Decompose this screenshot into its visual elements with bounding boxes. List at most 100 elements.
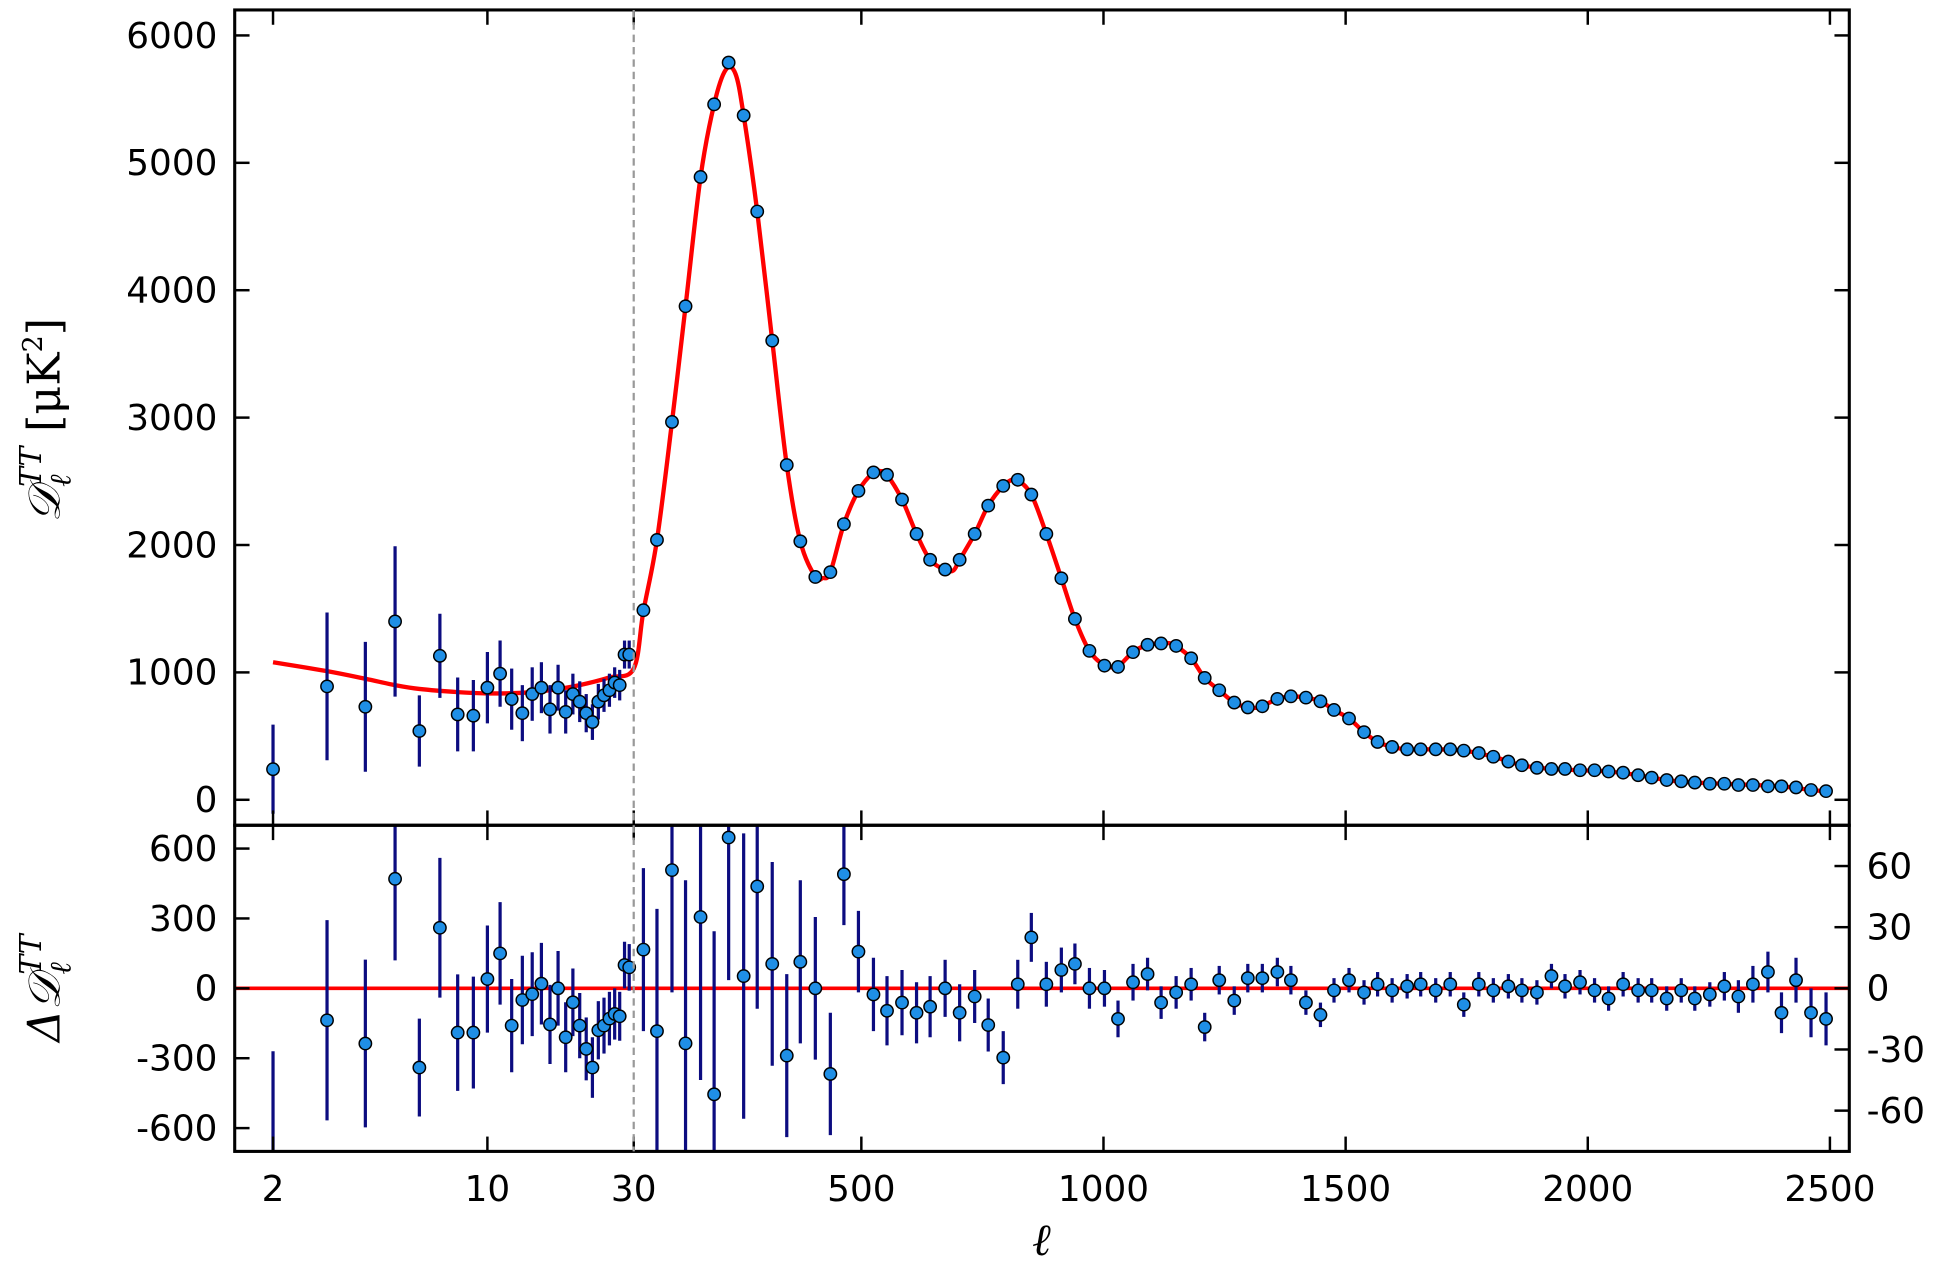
label-sub: ℓ [42,474,77,487]
x-tick-label: 2500 [1784,1169,1875,1210]
data-point [765,956,780,971]
data-point [693,910,708,924]
data-point [1587,763,1602,778]
data-point [665,415,679,429]
data-point [1283,973,1298,988]
data-point [358,699,373,714]
data-point [650,532,664,547]
data-point [1530,985,1544,1000]
data-point [1486,983,1501,998]
data-point [1240,700,1255,715]
data-point [572,694,587,709]
data-point [612,678,627,693]
data-point [793,954,808,969]
data-point [551,981,565,996]
data-point [1659,773,1674,787]
data-point [1413,977,1428,992]
data-point [515,706,530,721]
data-point [1054,571,1069,586]
data-point [836,517,851,532]
data-point [1789,780,1803,795]
data-point [1400,979,1415,994]
data-point [1227,695,1242,710]
data-point [895,492,909,507]
data-point [736,969,751,984]
data-point [622,960,637,975]
data-point [1212,973,1227,988]
data-point [678,1036,693,1051]
data-point [579,1041,594,1056]
data-point [895,995,909,1010]
x-label: ℓ [1032,1215,1051,1266]
data-point [665,863,679,878]
data-point [1370,735,1385,749]
data-point [1687,775,1702,790]
data-point [1544,762,1559,776]
data-point [1616,765,1631,780]
data-point [1342,711,1356,726]
data-point [1169,985,1184,1000]
data-point [493,946,508,961]
data-point [1702,987,1717,1002]
data-point [1486,749,1501,764]
data-point [1154,995,1169,1010]
data-point [585,1060,600,1075]
data-point [707,97,722,112]
data-point [1111,660,1125,674]
y-tick-label: 1000 [126,653,217,694]
data-point [1428,742,1443,757]
data-point [1010,977,1025,992]
data-point [1327,983,1341,998]
data-point [1126,975,1140,990]
data-point [823,1067,838,1081]
y-tick-label: 600 [149,829,217,870]
data-point [432,920,447,935]
data-point [1197,1020,1212,1034]
data-point [1227,993,1242,1008]
data-point [1456,743,1471,758]
data-point [923,999,938,1014]
data-point [1774,779,1789,794]
data-point [866,987,881,1002]
data-point [808,570,823,584]
bottom-plot-area [234,825,1850,1152]
data-point [432,648,447,663]
data-point [1804,1005,1818,1020]
data-point [779,1048,794,1063]
data-point [1674,774,1689,789]
data-point [504,1018,519,1033]
data-point [909,1005,924,1020]
y-tick-label: 5000 [126,143,217,184]
data-point [1702,776,1717,791]
data-point [1514,758,1529,773]
data-point [851,944,866,959]
data-point [1097,981,1112,996]
data-point [1270,965,1285,979]
data-point [412,724,427,738]
data-point [480,972,495,986]
data-point [525,987,540,1002]
data-point [1024,487,1039,502]
y-tick-label: 2000 [126,525,217,566]
x-tick-label: 500 [827,1169,895,1210]
data-point [823,565,838,580]
data-point [1731,989,1746,1004]
data-point [1082,643,1097,658]
data-point [1184,651,1199,666]
data-point [866,465,881,480]
data-point [1428,983,1443,998]
data-point [1255,699,1270,714]
data-point [1010,472,1025,487]
data-point [1357,985,1371,1000]
data-point [1746,778,1760,792]
y2-tick-label: 0 [1867,969,1890,1010]
data-point [1154,636,1169,651]
data-point [981,498,996,513]
data-point [1456,997,1471,1012]
model-curve [272,64,1831,794]
data-point [1558,979,1572,994]
data-point [750,879,765,894]
panel-frame [233,8,1851,827]
data-point [1501,754,1516,769]
data-point [1601,764,1616,779]
